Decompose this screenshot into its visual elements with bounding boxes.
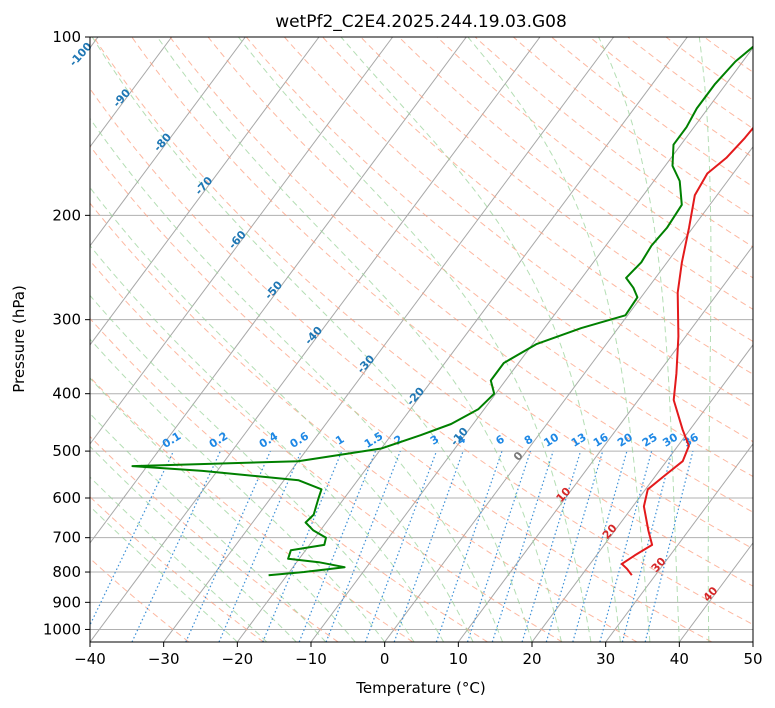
dry-adiabat-line (322, 37, 753, 375)
dry-adiabat-line (207, 37, 753, 478)
profile-lines (131, 45, 753, 577)
y-tick-label: 700 (52, 529, 81, 547)
moist-adiabat-line (467, 37, 651, 642)
isotherm-line (90, 37, 541, 642)
isotherm-line (90, 37, 467, 544)
dewpoint-line (131, 45, 753, 577)
y-tick-label: 500 (52, 442, 81, 460)
moist-adiabat-line (156, 37, 562, 642)
dry-adiabat-line (90, 376, 414, 642)
moist-adiabat-line (238, 37, 592, 642)
x-axis-label: Temperature (°C) (355, 679, 485, 697)
x-tick-label: −30 (148, 650, 180, 668)
chart-title: wetPf2_C2E4.2025.244.19.03.G08 (275, 12, 567, 32)
dry-adiabat-line (551, 37, 753, 188)
mixing-ratio-line (572, 450, 628, 642)
y-tick-label: 900 (52, 593, 81, 611)
x-tick-label: 40 (670, 650, 689, 668)
x-tick-label: 20 (522, 650, 541, 668)
dry-adiabat-line (589, 37, 753, 159)
y-axis: 100 200 300 400 500 600 700 800 900 1000 (43, 28, 90, 638)
mixing-ratio-line (435, 450, 503, 642)
dry-adiabat-line (169, 37, 753, 513)
isotherm-line (90, 37, 246, 247)
isotherm-line (384, 145, 753, 642)
dry-adiabat-line (90, 202, 638, 642)
mixing-ratio-line (90, 450, 175, 627)
dry-adiabat-line (90, 317, 488, 642)
isotherm-line (605, 443, 753, 642)
x-tick-label: 50 (743, 650, 762, 668)
mixing-ratio-line (185, 450, 271, 642)
dry-adiabat-line (131, 37, 753, 550)
x-tick-label: −40 (74, 650, 106, 668)
moist-adiabat-line (90, 445, 297, 642)
mixing-ratio-line (393, 450, 464, 642)
y-tick-label: 1000 (43, 620, 81, 638)
background-lines (90, 37, 753, 642)
isotherm-line (236, 37, 688, 642)
mixing-ratio-line (262, 450, 343, 642)
dry-adiabat-line (474, 37, 753, 248)
y-tick-label: 800 (52, 563, 81, 581)
y-tick-label: 600 (52, 489, 81, 507)
isotherm-line (310, 46, 753, 642)
x-tick-label: 30 (596, 650, 615, 668)
mixing-ratio-line (521, 450, 582, 642)
mixing-ratio-line (599, 450, 653, 642)
moist-adiabat-line (90, 338, 386, 642)
plot-frame (89, 36, 754, 643)
moist-adiabat-line (90, 476, 268, 642)
isotherm-line (90, 37, 173, 148)
dry-adiabat-line (93, 37, 753, 587)
x-tick-label: 0 (380, 650, 390, 668)
dry-adiabat-line (360, 37, 753, 343)
moist-adiabat-line (90, 412, 327, 642)
x-axis: −40 −30 −20 −10 0 10 20 30 40 50 (74, 642, 763, 668)
dry-adiabat-line (284, 37, 753, 409)
moist-adiabat-line (90, 294, 415, 642)
y-tick-label: 400 (52, 385, 81, 403)
dry-adiabat-line (90, 87, 753, 626)
mixing-ratio-line (131, 450, 221, 642)
dry-adiabat-line (90, 259, 563, 642)
dry-adiabat-line (513, 37, 753, 218)
x-tick-label: 10 (449, 650, 468, 668)
x-tick-label: −20 (222, 650, 254, 668)
y-tick-label: 300 (52, 311, 81, 329)
mixing-ratio-line (466, 450, 532, 642)
temperature-line (620, 126, 753, 576)
mixing-ratio-line (218, 450, 302, 642)
mixing-ratio-line (491, 450, 554, 642)
moist-adiabat-line (340, 37, 621, 642)
mixing-ratio-line (545, 450, 604, 642)
isotherm-line (163, 37, 615, 642)
y-axis-label: Pressure (hPa) (10, 285, 28, 393)
isotherm-line (90, 37, 320, 346)
moist-adiabat-line (90, 505, 238, 642)
y-tick-label: 100 (52, 28, 81, 46)
isotherm-line (90, 37, 394, 445)
dry-adiabat-line (90, 145, 712, 642)
y-tick-label: 200 (52, 206, 81, 224)
moist-adiabat-line (598, 37, 680, 642)
moist-adiabat-line (698, 37, 712, 642)
x-tick-label: −10 (295, 650, 327, 668)
dry-adiabat-line (90, 496, 264, 642)
moist-adiabat-line (90, 186, 474, 642)
moist-adiabat-line (91, 37, 533, 642)
mixing-ratio-line (644, 450, 694, 642)
mixing-ratio-line (621, 450, 673, 642)
moist-adiabat-line (90, 117, 503, 642)
